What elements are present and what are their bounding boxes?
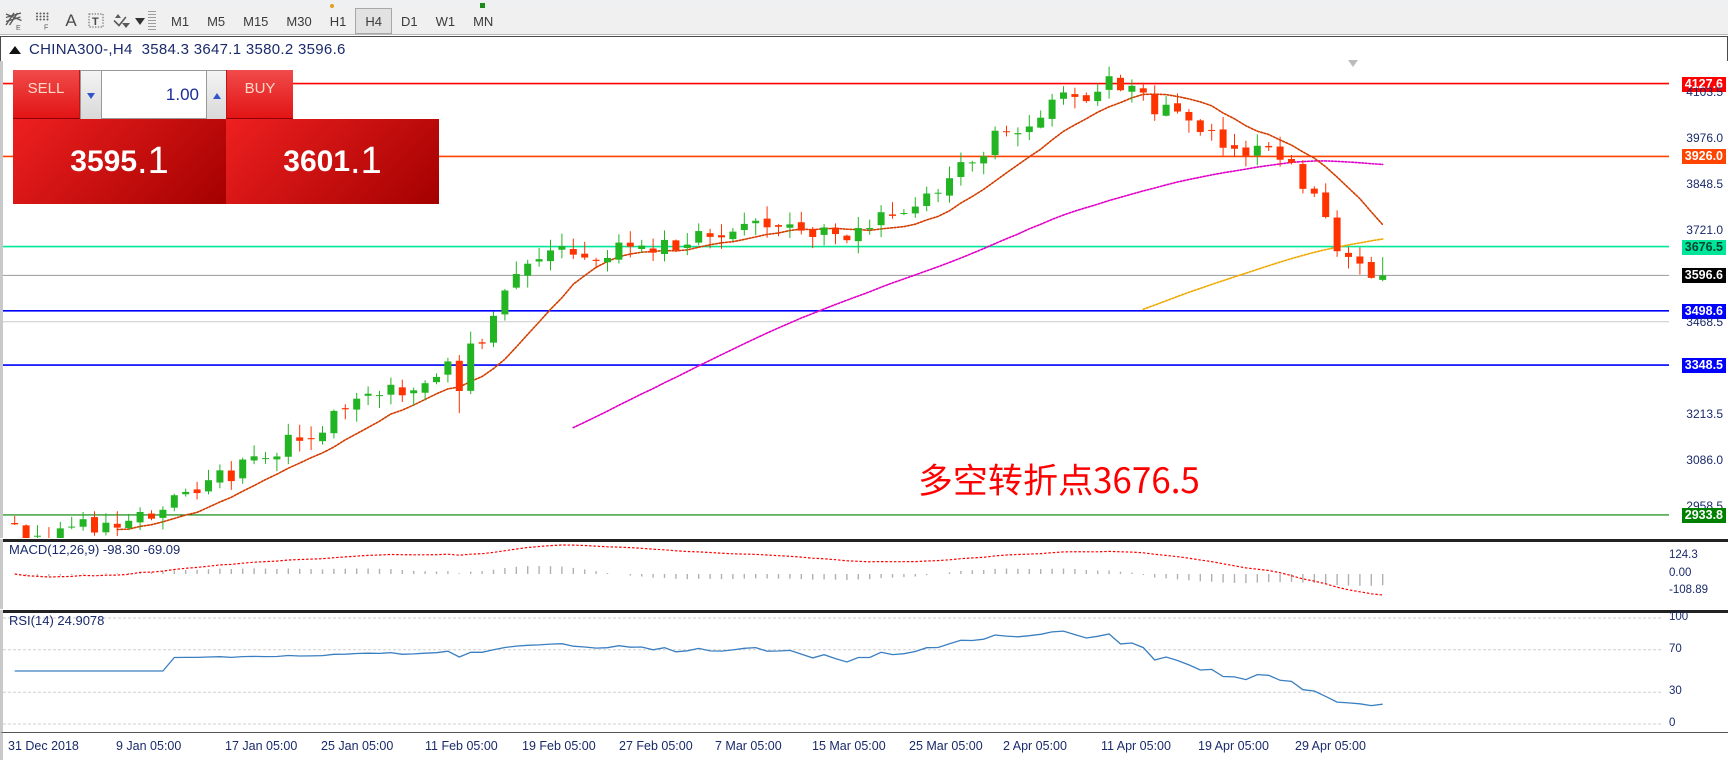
svg-text:多空转折点3676.5: 多空转折点3676.5 bbox=[918, 453, 1200, 504]
svg-text:E: E bbox=[16, 25, 21, 31]
svg-text:T: T bbox=[92, 16, 99, 28]
svg-text:F: F bbox=[44, 24, 48, 31]
